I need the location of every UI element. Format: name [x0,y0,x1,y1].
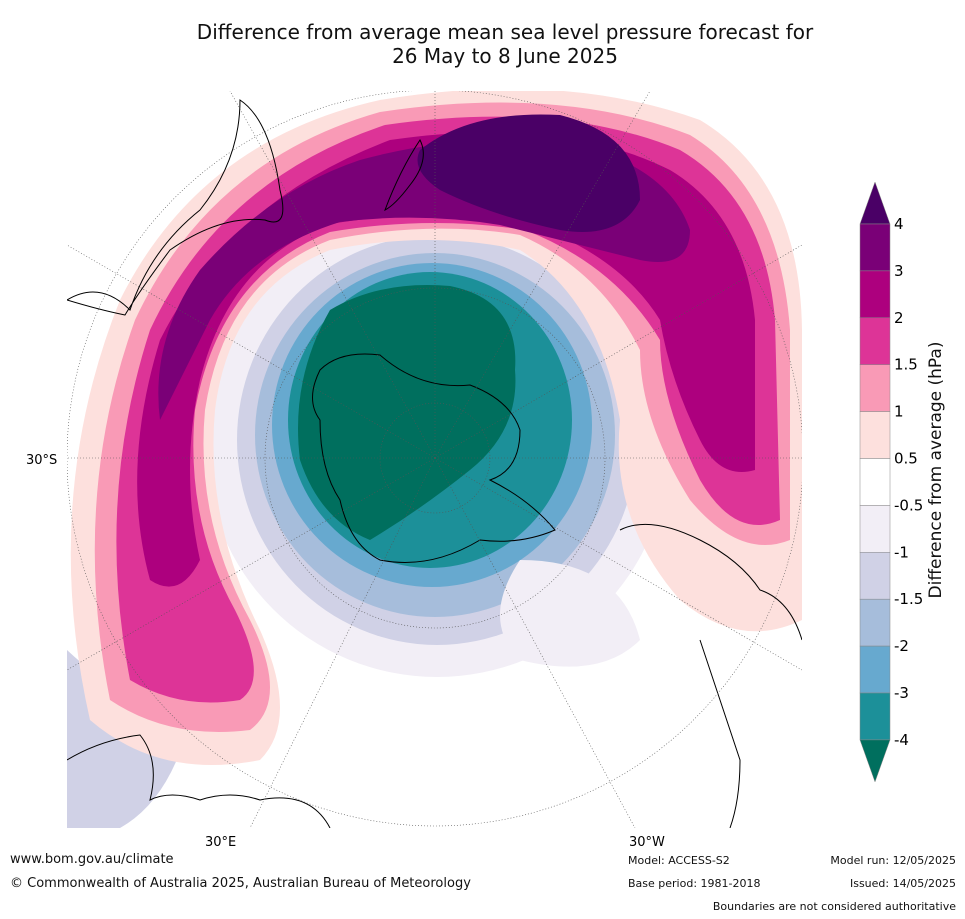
anomaly-band-pos4 [417,114,640,232]
colorbar-segment [859,552,891,600]
colorbar-segment [859,270,891,319]
anomaly-band-neg4 [298,285,516,540]
colorbar-extend-max [859,181,891,225]
title-line-2: 26 May to 8 June 2025 [392,44,618,68]
colorbar-tick-label: 3 [894,262,904,280]
colorbar-extend-min [859,739,891,783]
colorbar-segment [859,364,891,412]
footer-copyright: © Commonwealth of Australia 2025, Austra… [10,876,471,891]
colorbar-tick-label: -1 [894,543,909,561]
antarctica-coast [312,353,556,563]
colorbar-segment [859,458,891,506]
footer-issued: Issued: 14/05/2025 [849,877,956,890]
colorbar-tick-label: 1 [894,403,904,421]
colorbar-tick-label: -4 [894,731,909,749]
colorbar-segment [859,692,891,741]
colorbar-tick-label: 2 [894,309,904,327]
footer-base-period: Base period: 1981-2018 [628,877,761,890]
colorbar-tick-label: -0.5 [894,496,923,514]
lat-label-30s: 30°S [26,453,57,468]
colorbar-segment [859,598,891,647]
africa-coast [67,734,331,828]
coastlines [67,99,802,828]
colorbar-tick-label: -3 [894,684,909,702]
colorbar-tick-label: -2 [894,637,909,655]
colorbar-tick-label: 4 [894,215,904,233]
graticule [67,91,802,828]
south-america-coast [619,523,802,828]
map-panel [67,91,802,828]
footer-model-run: Model run: 12/05/2025 [830,854,956,867]
footer-disclaimer: Boundaries are not considered authoritat… [712,900,956,913]
colorbar-segment [859,505,891,553]
new-zealand-coast [384,139,424,212]
lon-label-30e: 30°E [205,835,236,850]
colorbar-segment [859,317,891,365]
footer-model: Model: ACCESS-S2 [628,854,730,867]
lon-label-30w: 30°W [629,835,665,850]
colorbar-tick-label: 0.5 [894,450,918,468]
title-line-1: Difference from average mean sea level p… [196,20,814,44]
anomaly-neg-lowerright [500,560,640,667]
chart-title: Difference from average mean sea level p… [0,20,965,68]
australia-coast [67,99,284,316]
colorbar-tick-label: -1.5 [894,590,923,608]
colorbar-axis-label: Difference from average (hPa) [926,341,946,599]
footer-website[interactable]: www.bom.gov.au/climate [10,852,174,867]
colorbar-segment [859,223,891,272]
colorbar: 4 3 2 1.5 1 0.5 -0.5 -1 -1.5 -2 -3 -4 [859,181,923,783]
colorbar-segment [859,411,891,459]
colorbar-tick-label: 1.5 [894,356,918,374]
colorbar-segment [859,645,891,694]
